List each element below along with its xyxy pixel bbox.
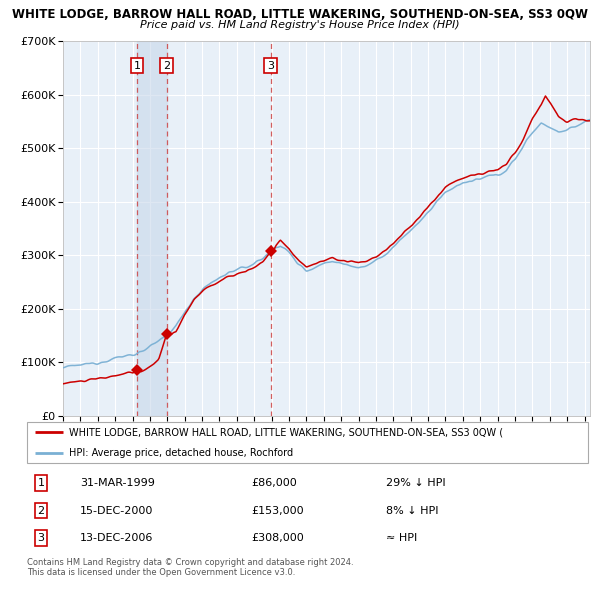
Text: 13-DEC-2006: 13-DEC-2006 (80, 533, 154, 543)
Text: 1: 1 (38, 478, 44, 489)
Text: WHITE LODGE, BARROW HALL ROAD, LITTLE WAKERING, SOUTHEND-ON-SEA, SS3 0QW: WHITE LODGE, BARROW HALL ROAD, LITTLE WA… (12, 8, 588, 21)
Text: Price paid vs. HM Land Registry's House Price Index (HPI): Price paid vs. HM Land Registry's House … (140, 20, 460, 30)
Text: £86,000: £86,000 (251, 478, 297, 489)
Text: £308,000: £308,000 (251, 533, 304, 543)
Bar (137, 41, 167, 416)
Text: 1: 1 (133, 61, 140, 71)
Text: This data is licensed under the Open Government Licence v3.0.: This data is licensed under the Open Gov… (27, 568, 295, 576)
Text: 31-MAR-1999: 31-MAR-1999 (80, 478, 155, 489)
Text: Contains HM Land Registry data © Crown copyright and database right 2024.: Contains HM Land Registry data © Crown c… (27, 558, 353, 566)
Text: WHITE LODGE, BARROW HALL ROAD, LITTLE WAKERING, SOUTHEND-ON-SEA, SS3 0QW (: WHITE LODGE, BARROW HALL ROAD, LITTLE WA… (69, 427, 503, 437)
Text: 15-DEC-2000: 15-DEC-2000 (80, 506, 154, 516)
Text: £153,000: £153,000 (251, 506, 304, 516)
Text: 2: 2 (37, 506, 44, 516)
Text: 2: 2 (163, 61, 170, 71)
Text: HPI: Average price, detached house, Rochford: HPI: Average price, detached house, Roch… (69, 448, 293, 458)
Text: 3: 3 (38, 533, 44, 543)
Text: ≈ HPI: ≈ HPI (386, 533, 417, 543)
FancyBboxPatch shape (27, 422, 588, 463)
Text: 3: 3 (267, 61, 274, 71)
Text: 29% ↓ HPI: 29% ↓ HPI (386, 478, 446, 489)
Text: 8% ↓ HPI: 8% ↓ HPI (386, 506, 439, 516)
